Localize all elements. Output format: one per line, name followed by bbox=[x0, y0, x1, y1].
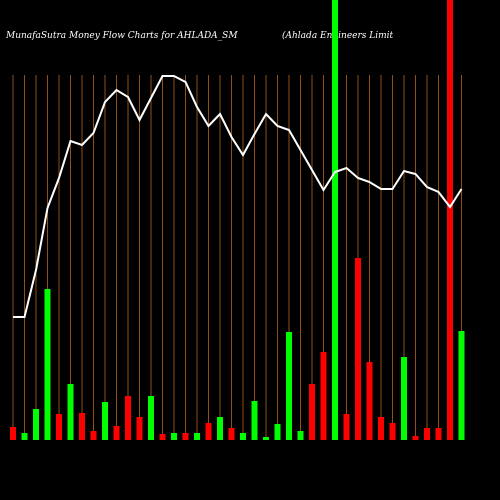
bar bbox=[343, 414, 350, 440]
bar bbox=[447, 0, 453, 440]
bar bbox=[228, 428, 235, 440]
bar bbox=[182, 433, 189, 440]
bar bbox=[355, 258, 361, 440]
bar bbox=[263, 437, 269, 440]
bar bbox=[274, 424, 281, 440]
bar bbox=[148, 396, 154, 440]
bar bbox=[320, 352, 327, 440]
bar bbox=[44, 289, 51, 440]
bar bbox=[125, 396, 131, 440]
bar bbox=[332, 0, 338, 440]
bar bbox=[113, 426, 120, 440]
bar bbox=[401, 357, 407, 440]
bar bbox=[102, 402, 108, 440]
chart-title: MunafaSutra Money Flow Charts for AHLADA… bbox=[5, 31, 238, 41]
bar bbox=[194, 433, 200, 440]
bar bbox=[366, 362, 373, 440]
bar bbox=[309, 384, 315, 440]
bar bbox=[10, 427, 16, 440]
bar bbox=[90, 431, 97, 440]
bar bbox=[297, 431, 304, 440]
bar bbox=[251, 401, 258, 440]
bar bbox=[205, 423, 212, 440]
bar bbox=[79, 413, 85, 440]
bar bbox=[424, 428, 430, 440]
money-flow-line bbox=[13, 75, 463, 318]
bar bbox=[412, 436, 419, 440]
bar bbox=[33, 409, 39, 440]
bar bbox=[286, 332, 292, 440]
bar bbox=[171, 433, 177, 440]
bar bbox=[389, 423, 396, 440]
bar bbox=[159, 434, 166, 440]
bar bbox=[217, 417, 223, 440]
bar bbox=[56, 414, 62, 440]
bar bbox=[136, 417, 143, 440]
bar bbox=[378, 417, 384, 440]
bar bbox=[67, 384, 74, 440]
bar bbox=[21, 433, 28, 440]
bar bbox=[458, 331, 465, 440]
bar bbox=[240, 433, 246, 440]
bar bbox=[435, 428, 442, 440]
